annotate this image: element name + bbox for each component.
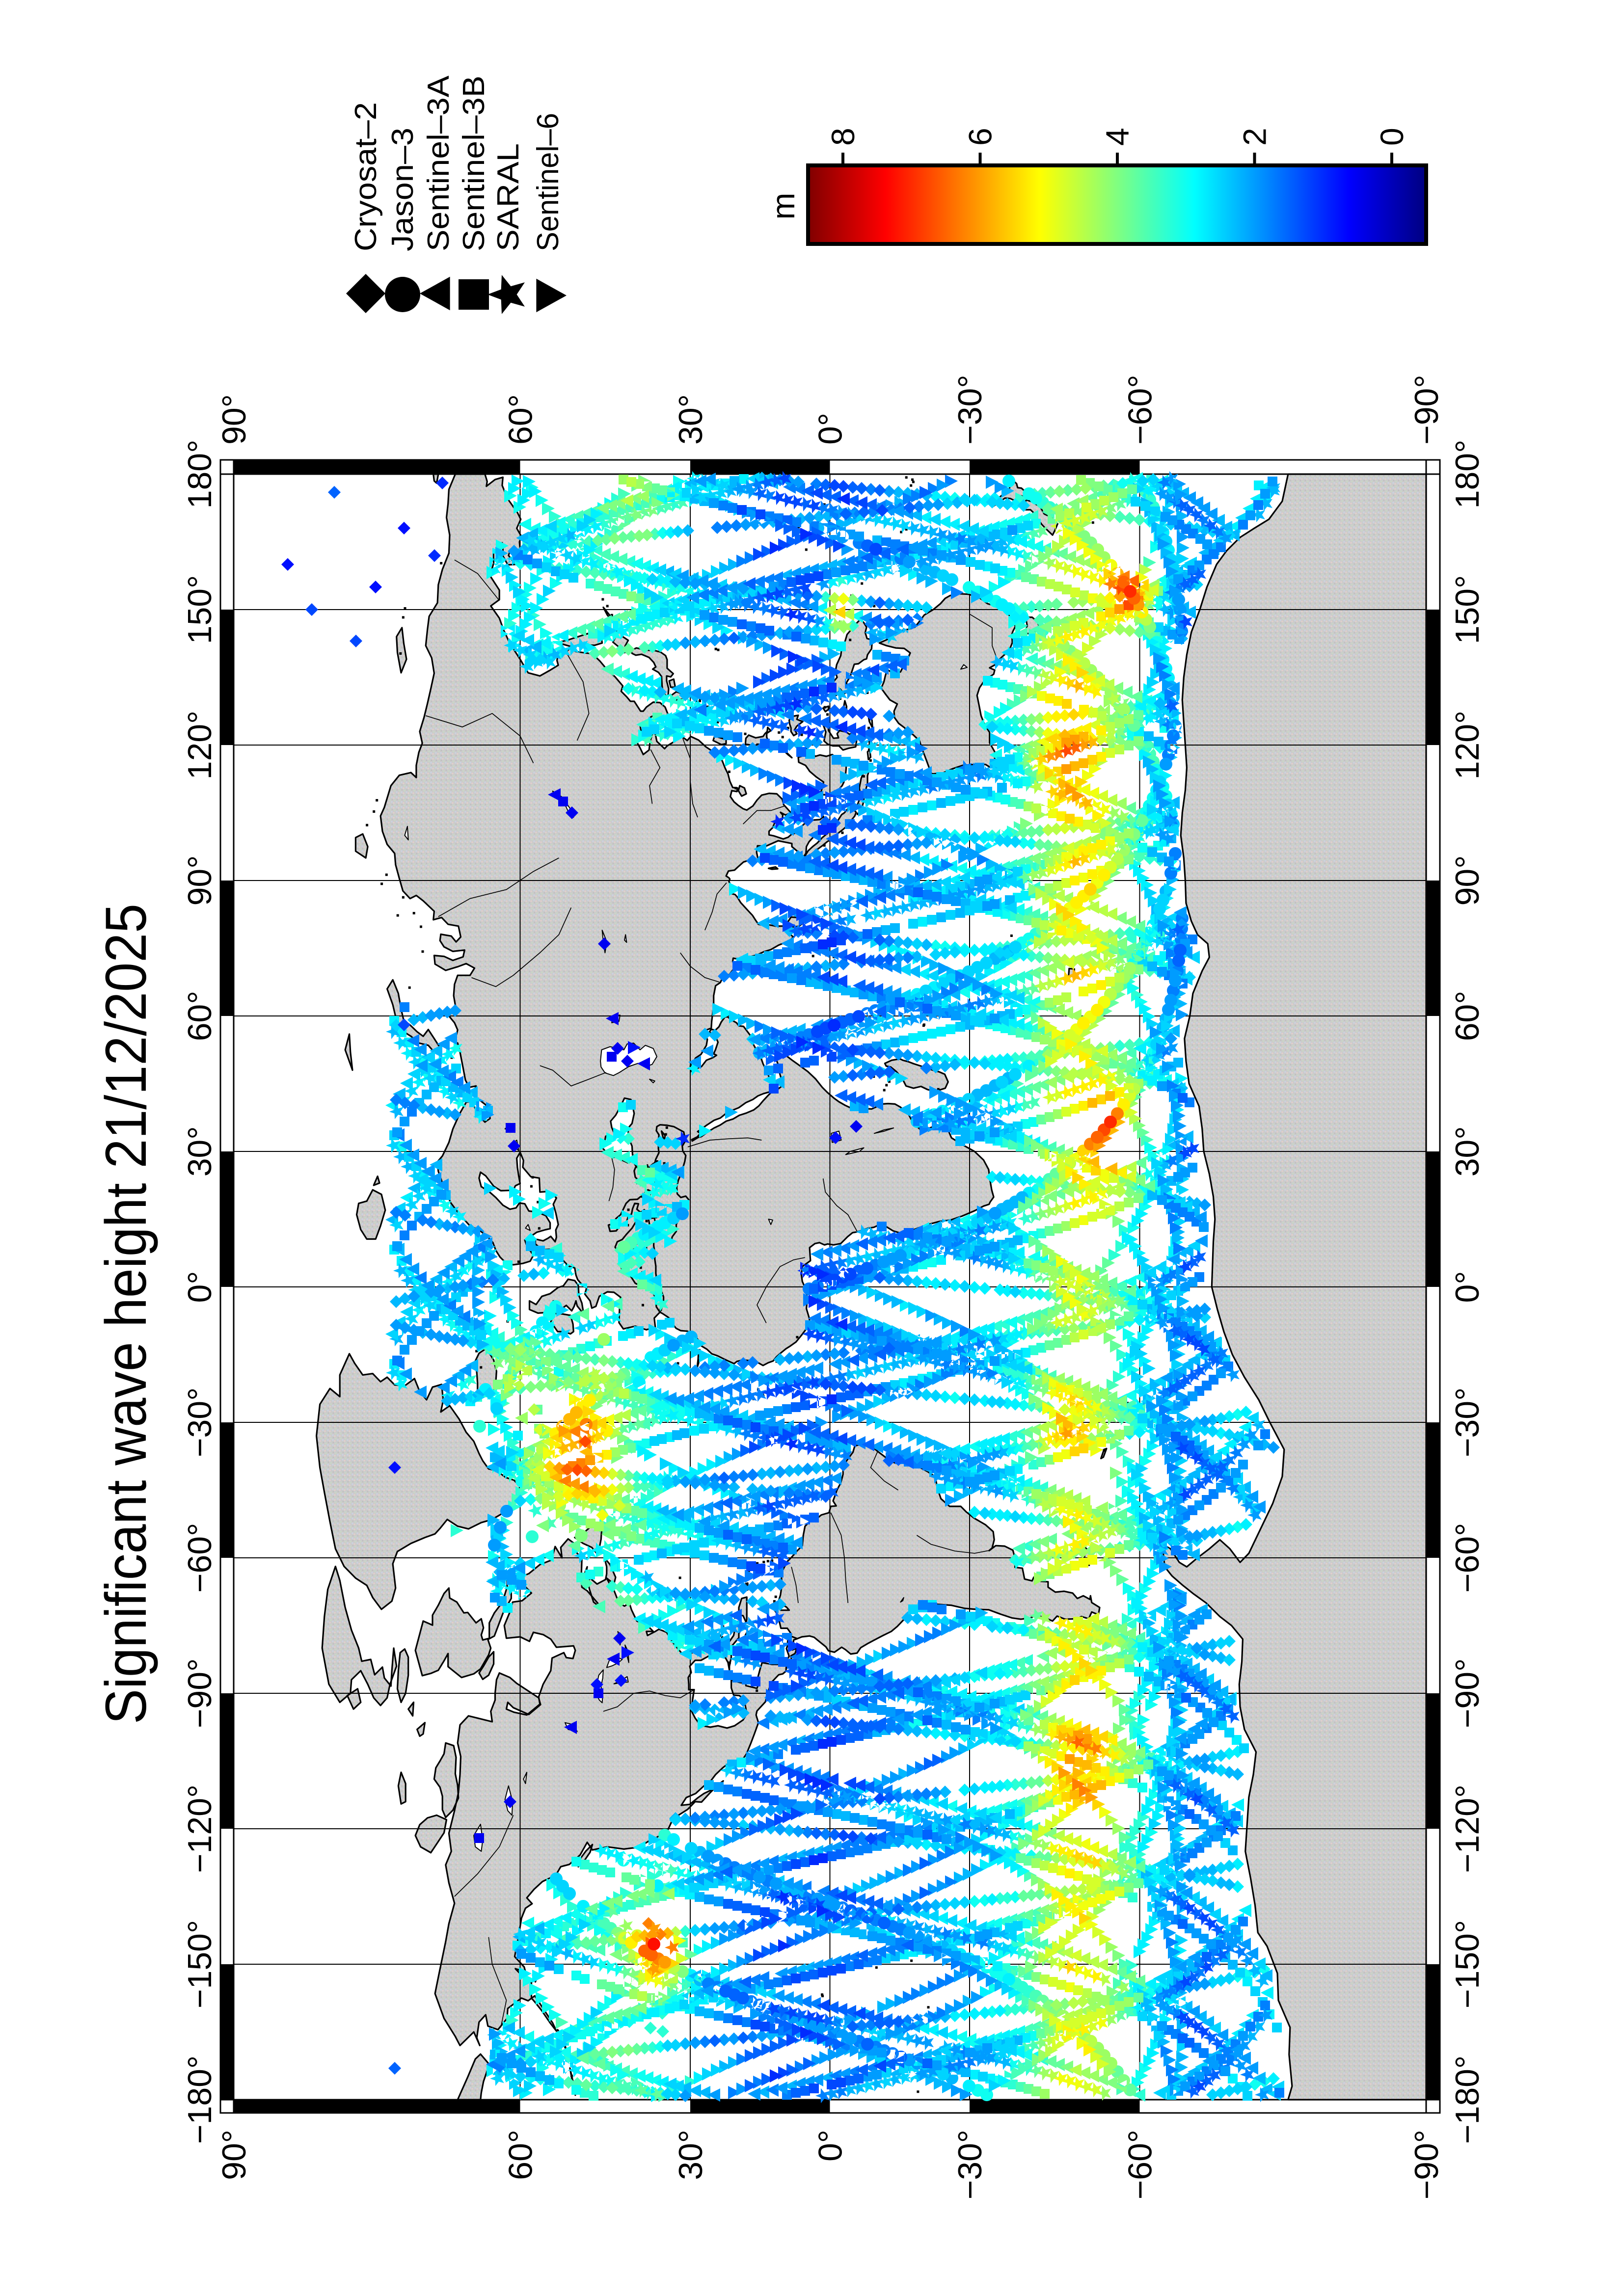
svg-text:120°: 120° (1449, 711, 1486, 780)
svg-text:90°: 90° (181, 855, 218, 906)
svg-text:150°: 150° (1449, 575, 1486, 644)
svg-text:Sentinel–3A: Sentinel–3A (422, 75, 456, 251)
svg-text:−120°: −120° (181, 1785, 218, 1873)
svg-text:0: 0 (1374, 128, 1410, 146)
svg-text:Sentinel–3B: Sentinel–3B (457, 76, 491, 251)
svg-text:90°: 90° (1449, 855, 1486, 906)
svg-text:−90°: −90° (1408, 2130, 1445, 2200)
svg-text:m: m (765, 193, 801, 220)
svg-text:0°: 0° (181, 1271, 218, 1303)
svg-text:Sentinel–6: Sentinel–6 (531, 113, 565, 251)
svg-text:−60°: −60° (1449, 1523, 1486, 1593)
svg-text:8: 8 (825, 128, 861, 146)
svg-text:Significant wave height 21/12/: Significant wave height 21/12/2025 (94, 904, 159, 1724)
svg-text:120°: 120° (181, 711, 218, 780)
svg-text:0°: 0° (812, 2130, 849, 2162)
svg-text:−60°: −60° (181, 1523, 218, 1593)
svg-text:−90°: −90° (1408, 374, 1445, 445)
svg-text:−60°: −60° (1122, 2130, 1159, 2200)
svg-text:−30°: −30° (951, 2130, 989, 2200)
svg-text:90°: 90° (216, 394, 253, 445)
svg-text:−90°: −90° (181, 1658, 218, 1729)
svg-text:30°: 30° (672, 394, 709, 445)
svg-text:150°: 150° (181, 575, 218, 644)
svg-text:0°: 0° (1449, 1271, 1486, 1303)
svg-text:−150°: −150° (1449, 1920, 1486, 2008)
svg-text:Jason–3: Jason–3 (386, 128, 420, 251)
svg-text:30°: 30° (672, 2130, 709, 2180)
svg-text:6: 6 (962, 128, 999, 146)
svg-text:60°: 60° (502, 394, 540, 445)
svg-text:−90°: −90° (1449, 1658, 1486, 1729)
svg-text:−60°: −60° (1122, 374, 1159, 445)
svg-text:−150°: −150° (181, 1920, 218, 2008)
svg-text:30°: 30° (181, 1126, 218, 1177)
svg-text:−180°: −180° (181, 2056, 218, 2144)
svg-text:−30°: −30° (181, 1388, 218, 1458)
svg-text:180°: 180° (181, 440, 218, 509)
svg-text:60°: 60° (181, 991, 218, 1041)
svg-text:4: 4 (1099, 128, 1136, 146)
svg-text:Cryosat–2: Cryosat–2 (349, 102, 383, 251)
svg-text:SARAL: SARAL (491, 143, 525, 251)
svg-text:−180°: −180° (1449, 2056, 1486, 2144)
svg-text:60°: 60° (502, 2130, 540, 2180)
svg-text:60°: 60° (1449, 991, 1486, 1041)
svg-text:−30°: −30° (1449, 1388, 1486, 1458)
svg-text:30°: 30° (1449, 1126, 1486, 1177)
svg-text:0°: 0° (812, 413, 849, 445)
svg-text:−120°: −120° (1449, 1785, 1486, 1873)
svg-text:−30°: −30° (951, 374, 989, 445)
svg-text:180°: 180° (1449, 440, 1486, 509)
svg-text:2: 2 (1237, 128, 1273, 146)
svg-text:90°: 90° (216, 2130, 253, 2180)
